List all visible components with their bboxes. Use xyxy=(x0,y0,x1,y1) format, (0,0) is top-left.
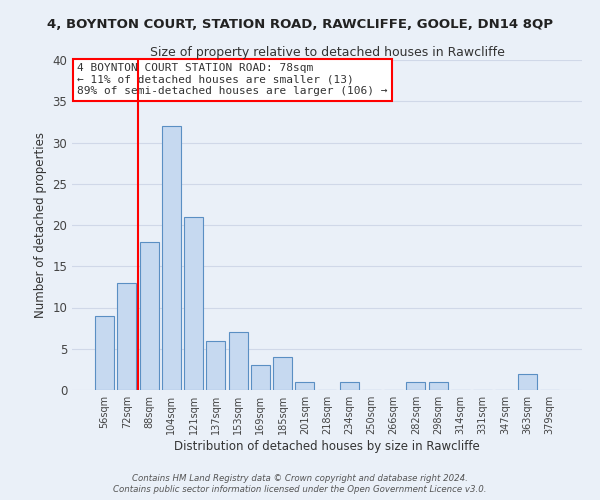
Bar xyxy=(140,242,158,390)
Bar xyxy=(206,340,225,390)
Bar xyxy=(184,217,203,390)
Text: 4 BOYNTON COURT STATION ROAD: 78sqm
← 11% of detached houses are smaller (13)
89: 4 BOYNTON COURT STATION ROAD: 78sqm ← 11… xyxy=(77,64,388,96)
X-axis label: Distribution of detached houses by size in Rawcliffe: Distribution of detached houses by size … xyxy=(174,440,480,453)
Bar xyxy=(229,332,248,390)
Bar xyxy=(95,316,114,390)
Bar xyxy=(162,126,181,390)
Bar xyxy=(340,382,359,390)
Text: Contains HM Land Registry data © Crown copyright and database right 2024.
Contai: Contains HM Land Registry data © Crown c… xyxy=(113,474,487,494)
Bar xyxy=(429,382,448,390)
Text: 4, BOYNTON COURT, STATION ROAD, RAWCLIFFE, GOOLE, DN14 8QP: 4, BOYNTON COURT, STATION ROAD, RAWCLIFF… xyxy=(47,18,553,30)
Bar xyxy=(273,357,292,390)
Bar xyxy=(295,382,314,390)
Bar xyxy=(518,374,536,390)
Bar xyxy=(251,365,270,390)
Bar xyxy=(406,382,425,390)
Title: Size of property relative to detached houses in Rawcliffe: Size of property relative to detached ho… xyxy=(149,46,505,59)
Bar xyxy=(118,283,136,390)
Y-axis label: Number of detached properties: Number of detached properties xyxy=(34,132,47,318)
